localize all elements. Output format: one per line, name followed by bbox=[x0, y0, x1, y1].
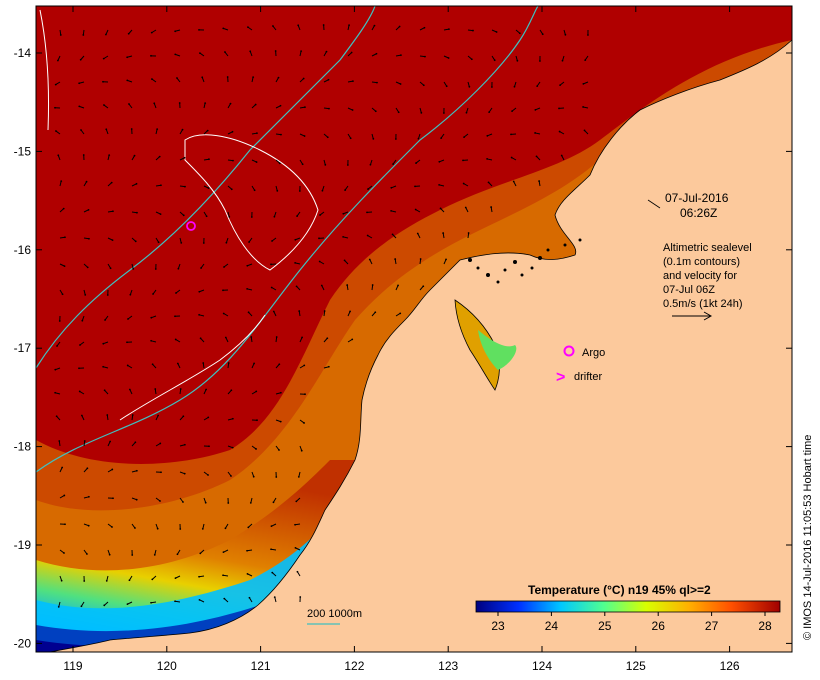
lon-tick-label: 119 bbox=[63, 659, 82, 673]
buccaneer-archipelago bbox=[468, 238, 582, 284]
lat-tick-label: -19 bbox=[14, 538, 32, 552]
date-label: 07-Jul-2016 bbox=[665, 191, 729, 205]
colorbar-title: Temperature (°C) n19 45% ql>=2 bbox=[528, 583, 711, 597]
depth-contour-1000m bbox=[36, 6, 376, 369]
lon-tick-label: 121 bbox=[251, 659, 271, 673]
sealevel-contour bbox=[184, 134, 319, 271]
lat-tick-label: -20 bbox=[14, 636, 32, 650]
lat-axis: -14 -15 -16 -17 -18 -19 -20 bbox=[14, 46, 792, 650]
colorbar-tick-label: 25 bbox=[598, 619, 612, 633]
svg-text:07-Jul 06Z: 07-Jul 06Z bbox=[663, 284, 715, 296]
lon-tick-label: 122 bbox=[344, 659, 364, 673]
velocity-vectors bbox=[54, 24, 589, 608]
altimetry-annotation: Altimetric sealevel (0.1m contours) and … bbox=[663, 242, 752, 321]
lon-tick-label: 126 bbox=[720, 659, 740, 673]
lat-tick-label: -15 bbox=[14, 144, 32, 158]
lon-tick-label: 124 bbox=[532, 659, 552, 673]
plot-frame bbox=[35, 5, 793, 653]
lat-tick-label: -18 bbox=[14, 440, 32, 454]
argo-float-marker bbox=[186, 221, 196, 231]
velocity-scale-arrow bbox=[672, 311, 713, 321]
depth-contour-legend: 200 1000m bbox=[307, 608, 362, 625]
depth-contour-200m bbox=[36, 6, 539, 473]
svg-text:Altimetric sealevel: Altimetric sealevel bbox=[663, 242, 752, 254]
lon-tick-label: 125 bbox=[626, 659, 646, 673]
svg-text:200 1000m: 200 1000m bbox=[307, 608, 362, 620]
credit-label: © IMOS 14-Jul-2016 11:05:53 Hobart time bbox=[802, 435, 814, 640]
svg-text:Argo: Argo bbox=[582, 347, 605, 359]
colorbar-tick-label: 23 bbox=[491, 619, 505, 633]
lon-tick-label: 123 bbox=[438, 659, 458, 673]
svg-text:and velocity for: and velocity for bbox=[663, 270, 737, 282]
argo-marker-icon bbox=[563, 345, 575, 357]
lat-tick-label: -16 bbox=[14, 243, 32, 257]
colorbar-tick-label: 28 bbox=[758, 619, 772, 633]
drifter-marker-icon: > bbox=[556, 369, 565, 386]
colorbar-tick-label: 27 bbox=[705, 619, 719, 633]
land bbox=[49, 39, 792, 652]
svg-text:(0.1m contours): (0.1m contours) bbox=[663, 256, 740, 268]
lat-tick-label: -17 bbox=[14, 341, 32, 355]
argo-legend: Argo bbox=[563, 345, 605, 359]
colorbar-tick-label: 24 bbox=[545, 619, 559, 633]
lat-tick-label: -14 bbox=[14, 46, 32, 60]
svg-text:drifter: drifter bbox=[574, 371, 602, 383]
drifter-legend: > drifter bbox=[556, 369, 602, 386]
lon-axis: 119 120 121 122 123 124 125 126 bbox=[63, 6, 740, 673]
colorbar: Temperature (°C) n19 45% ql>=2 23 24 25 26 2… bbox=[475, 583, 781, 633]
svg-text:0.5m/s (1kt 24h): 0.5m/s (1kt 24h) bbox=[663, 298, 742, 310]
time-label: 06:26Z bbox=[680, 206, 717, 220]
colorbar-tick-label: 26 bbox=[652, 619, 666, 633]
lon-tick-label: 120 bbox=[157, 659, 177, 673]
